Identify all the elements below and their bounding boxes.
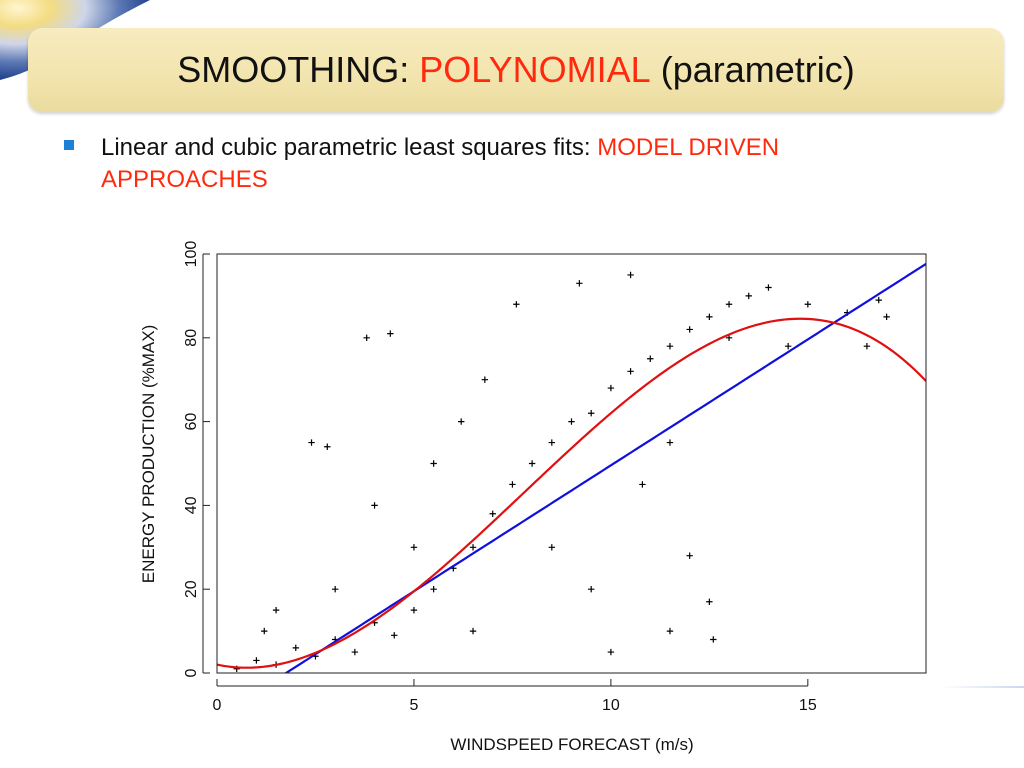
data-point (710, 636, 717, 643)
title-bar (28, 28, 1004, 112)
data-point (430, 586, 437, 593)
data-point (568, 418, 575, 425)
data-point (725, 301, 733, 308)
x-tick-label: 5 (409, 697, 418, 714)
y-tick-label: 100 (183, 241, 200, 268)
data-point (863, 342, 871, 350)
x-tick-label: 10 (602, 697, 620, 714)
data-point (331, 586, 339, 593)
data-point (548, 439, 556, 446)
data-point (607, 648, 615, 656)
y-tick-label: 40 (183, 496, 200, 514)
y-tick-label: 80 (183, 329, 200, 347)
data-point (686, 326, 693, 333)
data-point (745, 292, 752, 300)
data-point (706, 313, 713, 321)
data-point (576, 280, 583, 287)
data-point (469, 544, 477, 551)
y-axis-label: ENERGY PRODUCTION (%MAX) (139, 325, 158, 584)
data-point (627, 368, 634, 375)
data-point (666, 627, 674, 635)
data-point (458, 418, 465, 425)
y-tick-label: 60 (183, 413, 200, 431)
data-point (363, 334, 370, 341)
x-tick-label: 15 (799, 697, 817, 714)
data-point (804, 301, 812, 308)
data-point (308, 439, 315, 446)
y-tick-label: 0 (183, 668, 200, 677)
data-point (686, 552, 693, 559)
data-point (548, 544, 556, 551)
x-tick-label: 0 (213, 697, 222, 714)
bullet-icon (64, 140, 74, 150)
title-text: SMOOTHING: (177, 49, 410, 90)
data-point (607, 384, 615, 392)
decorative-line (940, 686, 1024, 688)
data-point (430, 460, 437, 467)
x-axis-label: WINDSPEED FORECAST (m/s) (450, 735, 693, 754)
data-point (883, 313, 890, 321)
slide-title: SMOOTHING: POLYNOMIAL (parametric) (28, 28, 1004, 112)
data-point (528, 460, 536, 467)
data-point (481, 376, 489, 383)
data-point (387, 330, 394, 337)
data-points (233, 271, 890, 673)
data-point (509, 481, 516, 488)
data-point (765, 284, 772, 291)
data-point (272, 606, 280, 614)
data-point (627, 271, 634, 279)
title-suffix: (parametric) (660, 49, 855, 90)
data-point (587, 586, 595, 593)
bullet-accent-text: MODEL DRIVEN APPROACHES (101, 134, 780, 193)
data-point (391, 632, 398, 639)
data-point (410, 544, 418, 551)
data-point (371, 502, 378, 509)
data-point (513, 301, 520, 308)
data-point (706, 598, 713, 605)
data-point (666, 439, 674, 446)
bullet-plain-text: Linear and cubic parametric least square… (101, 134, 598, 161)
plot-frame (216, 253, 927, 674)
axes: 0 5 10 15 0 20 40 60 80 100 (183, 241, 927, 714)
y-tick-label: 20 (183, 580, 200, 598)
data-point (253, 657, 260, 664)
data-point (410, 606, 418, 614)
data-point (489, 510, 496, 517)
data-point (647, 355, 654, 362)
data-point (324, 443, 331, 450)
data-point (587, 410, 595, 417)
cubic-fit-line (217, 317, 926, 669)
data-point (875, 296, 882, 304)
linear-fit-line (284, 262, 926, 673)
data-point (784, 342, 792, 350)
data-point (292, 644, 299, 652)
data-point (469, 627, 477, 635)
data-point (351, 648, 359, 656)
title-accent: POLYNOMIAL (419, 49, 651, 90)
data-point (639, 481, 646, 488)
data-point (261, 627, 268, 635)
bullet-text: Linear and cubic parametric least square… (101, 132, 921, 196)
data-point (666, 342, 674, 350)
fit-lines (217, 262, 926, 673)
